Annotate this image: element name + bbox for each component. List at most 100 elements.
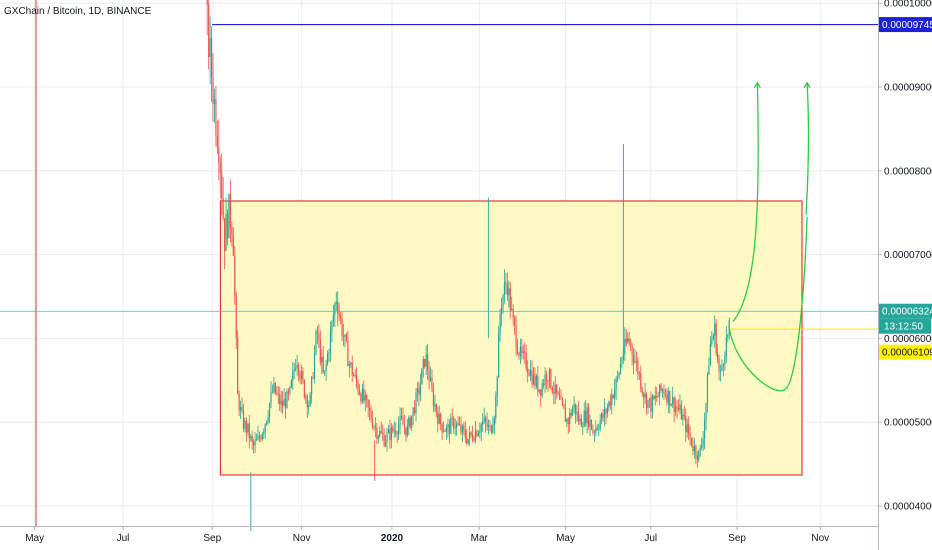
candle-body	[722, 364, 725, 367]
candle-body	[696, 456, 698, 460]
candle-body	[289, 387, 291, 394]
candle-body	[386, 432, 388, 443]
candle-body	[395, 430, 397, 434]
candle-body	[516, 346, 519, 354]
candle-body	[419, 384, 421, 395]
price-tick-label: 0.00004000	[884, 502, 932, 513]
candle-body	[669, 391, 671, 406]
candle-body	[445, 427, 448, 432]
candle-body	[534, 374, 536, 386]
candle-body	[389, 429, 391, 441]
candle-body	[447, 424, 449, 428]
candle-body	[470, 432, 472, 435]
candle-body	[490, 425, 493, 433]
candle-body	[590, 420, 593, 430]
candle-body	[276, 393, 278, 395]
projection-arc-up-late	[805, 82, 810, 215]
candle-body	[605, 409, 607, 414]
candle-body	[215, 98, 217, 136]
candle-body	[702, 439, 704, 446]
candle-body	[715, 323, 717, 354]
candle-body	[284, 399, 287, 409]
candle-body	[706, 374, 709, 404]
candle-body	[682, 414, 684, 420]
candle-body	[601, 413, 603, 421]
candle-body	[266, 421, 268, 425]
candle-body	[474, 430, 477, 441]
candle-body	[471, 434, 474, 440]
candle-body	[686, 424, 688, 433]
candle-body	[667, 391, 669, 403]
candle-body	[518, 353, 520, 357]
candle-body	[442, 430, 445, 432]
candle-body	[631, 345, 633, 355]
time-axis[interactable]: May Jul Sep Nov 2020 Mar May Jul Sep Nov	[0, 526, 878, 544]
candle-body	[673, 397, 675, 412]
candle-body	[632, 354, 635, 363]
candle-body	[587, 407, 590, 427]
candle-body	[717, 353, 719, 360]
candle-body	[324, 370, 326, 372]
price-axis[interactable]: 0.00004000 0.00005000 0.00006000 0.00007000…	[878, 0, 932, 550]
candle-body	[360, 394, 362, 402]
candle-body	[556, 384, 558, 394]
candle-body	[290, 380, 292, 388]
candle-body	[693, 446, 696, 452]
candle-body	[328, 352, 330, 355]
candle-body	[598, 428, 600, 430]
candle-body	[224, 218, 226, 251]
candle-body	[358, 391, 361, 395]
candle-body	[576, 411, 578, 415]
candle-body	[366, 395, 368, 400]
candle-body	[418, 388, 420, 395]
candle-body	[527, 368, 529, 373]
candle-body	[347, 340, 349, 366]
candle-body	[698, 450, 700, 460]
candle-body	[234, 255, 236, 296]
candle-body	[286, 391, 288, 409]
candle-body	[451, 417, 453, 419]
candle-body	[727, 334, 729, 338]
candle-body	[450, 417, 452, 434]
candle-body	[692, 445, 694, 452]
candle-body	[399, 416, 401, 426]
price-tick-label: 0.00010000	[884, 0, 932, 10]
candle-body	[425, 354, 427, 367]
candle-body	[622, 354, 624, 360]
candle-body	[228, 193, 230, 238]
candle-body	[226, 213, 229, 238]
candle-body	[563, 404, 565, 409]
candle-body	[703, 420, 706, 440]
candle-body	[293, 369, 295, 372]
candle-body	[222, 198, 224, 219]
time-tick-label: May	[25, 533, 44, 544]
candle-body	[679, 404, 681, 410]
candle-body	[403, 424, 406, 428]
candle-body	[476, 430, 478, 437]
overlays	[0, 24, 878, 392]
candle-body	[435, 404, 437, 413]
candle-body	[454, 427, 456, 429]
candle-body	[485, 417, 487, 423]
candle-body	[512, 308, 514, 318]
candle-body	[300, 371, 303, 379]
candle-body	[338, 313, 340, 316]
candle-body	[532, 374, 535, 385]
candle-body	[614, 388, 616, 398]
candle-body	[297, 364, 300, 375]
candle-body	[654, 395, 656, 399]
candle-body	[440, 413, 442, 424]
projection-arrow-head	[803, 81, 811, 89]
candle-body	[525, 352, 527, 369]
candle-body	[427, 354, 429, 371]
candle-body	[577, 411, 580, 421]
candle-body	[595, 427, 597, 433]
time-tick-label: Jul	[117, 533, 130, 544]
candle-body	[377, 436, 379, 439]
candle-body	[492, 425, 494, 433]
candle-body	[453, 418, 455, 429]
candle-body	[260, 438, 262, 440]
chart-title: GXChain / Bitcoin, 1D, BINANCE	[4, 6, 152, 17]
price-badge-0-00006324: 0.00006324	[882, 307, 932, 318]
